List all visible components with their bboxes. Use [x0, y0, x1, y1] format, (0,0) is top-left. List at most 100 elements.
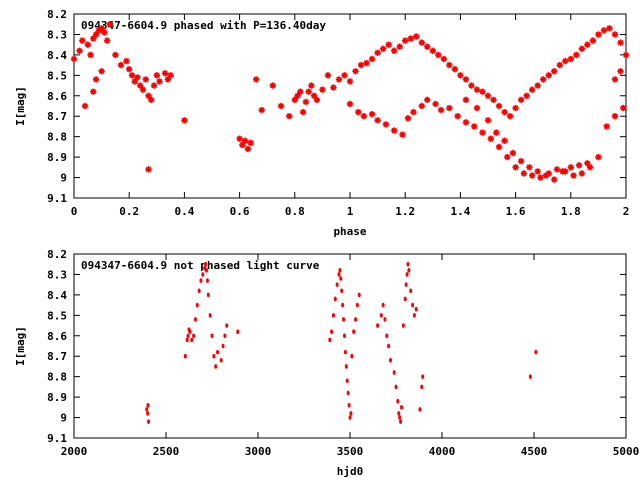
- data-point: [490, 96, 497, 104]
- data-point: [404, 282, 408, 287]
- data-point: [495, 143, 503, 151]
- y-tick-label: 8.5: [47, 309, 67, 322]
- data-point: [368, 110, 376, 118]
- data-point: [429, 47, 436, 54]
- data-point: [291, 96, 298, 104]
- data-point: [473, 86, 481, 93]
- data-point: [188, 329, 192, 334]
- data-point: [193, 317, 197, 322]
- data-point: [410, 108, 417, 116]
- data-point: [399, 131, 406, 138]
- data-point: [145, 166, 152, 173]
- data-point: [297, 88, 304, 95]
- data-point: [223, 333, 227, 339]
- data-point: [418, 407, 422, 412]
- data-point: [578, 45, 586, 52]
- data-points: [145, 261, 538, 424]
- data-point: [368, 55, 376, 63]
- data-point: [76, 47, 83, 54]
- data-point: [319, 86, 326, 93]
- data-point: [84, 41, 91, 48]
- y-tick-label: 8.5: [47, 69, 67, 82]
- data-point: [405, 272, 409, 277]
- data-point: [236, 329, 240, 334]
- data-point: [392, 370, 396, 375]
- data-point: [523, 92, 530, 99]
- data-point: [349, 411, 353, 416]
- data-point: [161, 70, 169, 77]
- data-point: [595, 31, 602, 38]
- data-point: [244, 145, 252, 153]
- data-point: [337, 272, 341, 277]
- data-point: [617, 39, 624, 46]
- data-point: [164, 76, 172, 83]
- data-point: [595, 153, 602, 161]
- x-tick-label: 2: [623, 205, 630, 218]
- data-point: [517, 158, 525, 165]
- y-tick-label: 9.1: [47, 432, 67, 445]
- x-tick-label: 0.2: [119, 205, 139, 218]
- data-point: [457, 72, 464, 79]
- data-point: [379, 313, 383, 318]
- data-point: [385, 333, 389, 339]
- data-point: [584, 160, 591, 167]
- data-point: [221, 343, 225, 349]
- data-point: [341, 72, 348, 79]
- data-point: [382, 121, 390, 128]
- data-point: [204, 268, 208, 273]
- data-point: [299, 108, 307, 116]
- data-point: [603, 123, 610, 130]
- data-point: [148, 96, 155, 104]
- y-tick-label: 9.1: [47, 192, 67, 205]
- data-point: [90, 35, 97, 42]
- data-point: [413, 33, 420, 40]
- data-point: [512, 164, 519, 171]
- y-tick-label: 8.9: [47, 391, 67, 404]
- data-point: [611, 31, 619, 38]
- data-point: [346, 390, 350, 396]
- y-tick-label: 8.6: [47, 330, 67, 343]
- data-point: [195, 302, 199, 308]
- data-point: [381, 302, 385, 308]
- data-point: [330, 329, 334, 334]
- x-tick-label: 0.6: [230, 205, 250, 218]
- data-point: [414, 306, 418, 312]
- x-axis-label: hjd0: [337, 465, 364, 478]
- data-point: [454, 113, 461, 120]
- data-point: [573, 51, 580, 59]
- data-point: [313, 96, 321, 104]
- data-point: [81, 102, 89, 110]
- data-point: [589, 37, 597, 44]
- data-point: [277, 102, 285, 110]
- y-tick-label: 8.4: [47, 49, 67, 62]
- data-point: [204, 261, 208, 267]
- data-point: [479, 88, 486, 95]
- x-tick-label: 0.8: [285, 205, 305, 218]
- data-point: [620, 104, 627, 112]
- data-point: [128, 72, 136, 79]
- data-point: [562, 57, 569, 65]
- data-point: [147, 419, 151, 424]
- data-point: [421, 374, 425, 379]
- data-point: [208, 313, 212, 318]
- data-point: [586, 164, 594, 171]
- data-point: [346, 78, 354, 85]
- data-point: [70, 55, 78, 63]
- x-tick-label: 0.4: [174, 205, 194, 218]
- x-tick-label: 1.2: [395, 205, 415, 218]
- data-point: [534, 82, 541, 89]
- y-tick-label: 8.2: [47, 8, 67, 21]
- data-point: [517, 96, 525, 104]
- data-point: [342, 333, 346, 339]
- data-point: [241, 137, 249, 144]
- data-point: [424, 96, 431, 104]
- data-point: [462, 76, 470, 83]
- data-point: [567, 55, 574, 63]
- y-tick-label: 8.6: [47, 90, 67, 103]
- y-tick-label: 8.2: [47, 248, 67, 261]
- data-point: [352, 68, 359, 75]
- data-point: [501, 108, 508, 116]
